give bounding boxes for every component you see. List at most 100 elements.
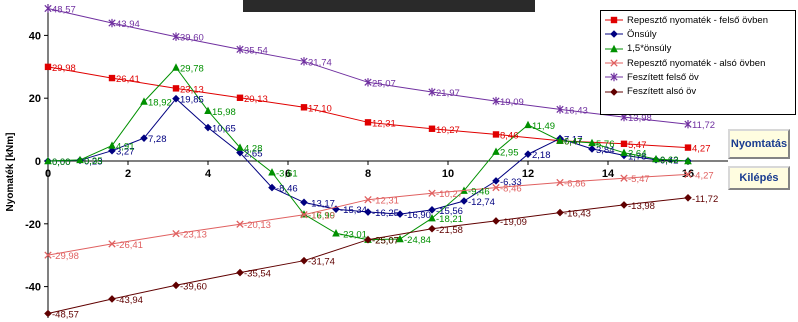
x-tick-label: 6 (285, 168, 291, 180)
legend-label: Feszített alsó öv (627, 86, 697, 98)
data-point (460, 197, 468, 205)
legend-item: Önsúly (605, 27, 795, 41)
data-point (108, 74, 116, 82)
data-point (610, 30, 618, 39)
legend-swatch (605, 87, 623, 96)
data-label: 0,63 (660, 155, 679, 166)
data-label: 2,64 (628, 149, 647, 160)
data-label: -13,17 (308, 198, 335, 209)
data-label: 1,78 (628, 151, 647, 162)
data-label: -15,34 (340, 205, 367, 216)
data-point (76, 155, 84, 164)
data-point (172, 94, 180, 103)
data-point (492, 96, 500, 106)
legend-label: Repesztő nyomaték - felső övben (627, 14, 768, 26)
data-point (364, 78, 372, 87)
data-label: -12,31 (372, 196, 399, 207)
data-label: -6,86 (564, 179, 586, 190)
data-point (44, 63, 52, 71)
legend-label: Feszített felső öv (627, 71, 699, 83)
legend-swatch (605, 16, 623, 24)
data-label: -13,98 (628, 201, 655, 212)
series-4 (44, 170, 692, 259)
data-label: 0,00 (52, 157, 71, 168)
legend-swatch (605, 44, 623, 52)
data-point (236, 45, 244, 54)
data-label: -4,27 (692, 170, 714, 181)
data-label: 7,28 (148, 134, 167, 145)
data-label: 35,54 (244, 45, 268, 56)
data-label: 43,94 (116, 19, 140, 30)
data-point (610, 44, 618, 52)
data-label: -25,07 (372, 236, 399, 247)
data-point (332, 229, 340, 237)
data-point (236, 268, 244, 277)
legend-label: Repesztő nyomaték - alsó övben (627, 57, 766, 69)
data-label: 18,92 (148, 98, 172, 109)
data-point (364, 235, 372, 244)
data-point (108, 240, 116, 248)
data-label: -6,33 (500, 177, 522, 188)
data-label: -26,41 (116, 240, 143, 251)
data-point (684, 156, 692, 165)
data-point (492, 183, 500, 192)
data-label: -23,13 (180, 230, 207, 241)
data-point (268, 183, 276, 192)
data-label: -18,21 (436, 214, 463, 225)
y-tick-label: -40 (25, 282, 41, 294)
data-label: -12,74 (468, 197, 495, 208)
data-point (620, 148, 628, 156)
data-label: 13,98 (628, 113, 652, 124)
data-label: -16,99 (308, 210, 335, 221)
exit-button[interactable]: Kilépés (728, 166, 790, 190)
data-label: 6,47 (564, 137, 583, 148)
data-label: -43,94 (116, 295, 143, 306)
legend-item: Repesztő nyomaték - felső övben (605, 13, 795, 27)
data-label: -48,57 (52, 310, 79, 321)
data-point (364, 208, 372, 216)
data-point (236, 143, 244, 151)
x-tick-label: 0 (45, 168, 51, 180)
data-label: 0,35 (84, 156, 103, 167)
data-label: -11,72 (692, 194, 718, 205)
x-tick-label: 14 (602, 168, 615, 180)
legend-label: Önsúly (627, 28, 657, 40)
data-point (588, 145, 596, 153)
data-point (684, 170, 692, 179)
data-label: -25,07 (372, 236, 399, 247)
data-label: 19,09 (500, 97, 524, 108)
data-point (300, 198, 308, 207)
data-label: 12,31 (372, 118, 396, 129)
data-label: 15,98 (212, 107, 236, 118)
legend-item: Repesztő nyomaték - alsó övben (605, 56, 795, 70)
data-label: 0,00 (52, 157, 71, 168)
data-label: 21,97 (436, 88, 460, 99)
data-label: 4,28 (244, 144, 263, 155)
print-button[interactable]: Nyomtatás (728, 129, 790, 159)
data-point (236, 94, 244, 101)
data-label: 17,10 (308, 103, 332, 114)
data-point (172, 32, 180, 41)
x-tick-label: 12 (522, 168, 534, 180)
legend-swatch (605, 30, 623, 39)
data-label: 5,76 (596, 139, 615, 150)
data-label: -23,01 (340, 229, 367, 240)
data-label: 16,43 (564, 105, 588, 116)
data-point (44, 156, 52, 165)
data-label: 7,17 (564, 134, 583, 145)
data-point (300, 57, 308, 66)
series-3 (44, 63, 692, 243)
data-point (172, 63, 180, 71)
data-label: -10,27 (436, 189, 463, 200)
data-point (44, 309, 52, 318)
data-label: -3,61 (276, 168, 298, 179)
data-label: 5,47 (628, 140, 647, 151)
legend-item: Feszített felső öv (605, 70, 795, 84)
data-point (588, 138, 596, 147)
data-point (492, 147, 500, 155)
x-tick-label: 4 (205, 168, 212, 180)
data-label: 25,07 (372, 78, 396, 89)
data-label: 29,78 (180, 63, 204, 74)
data-point (684, 194, 692, 202)
